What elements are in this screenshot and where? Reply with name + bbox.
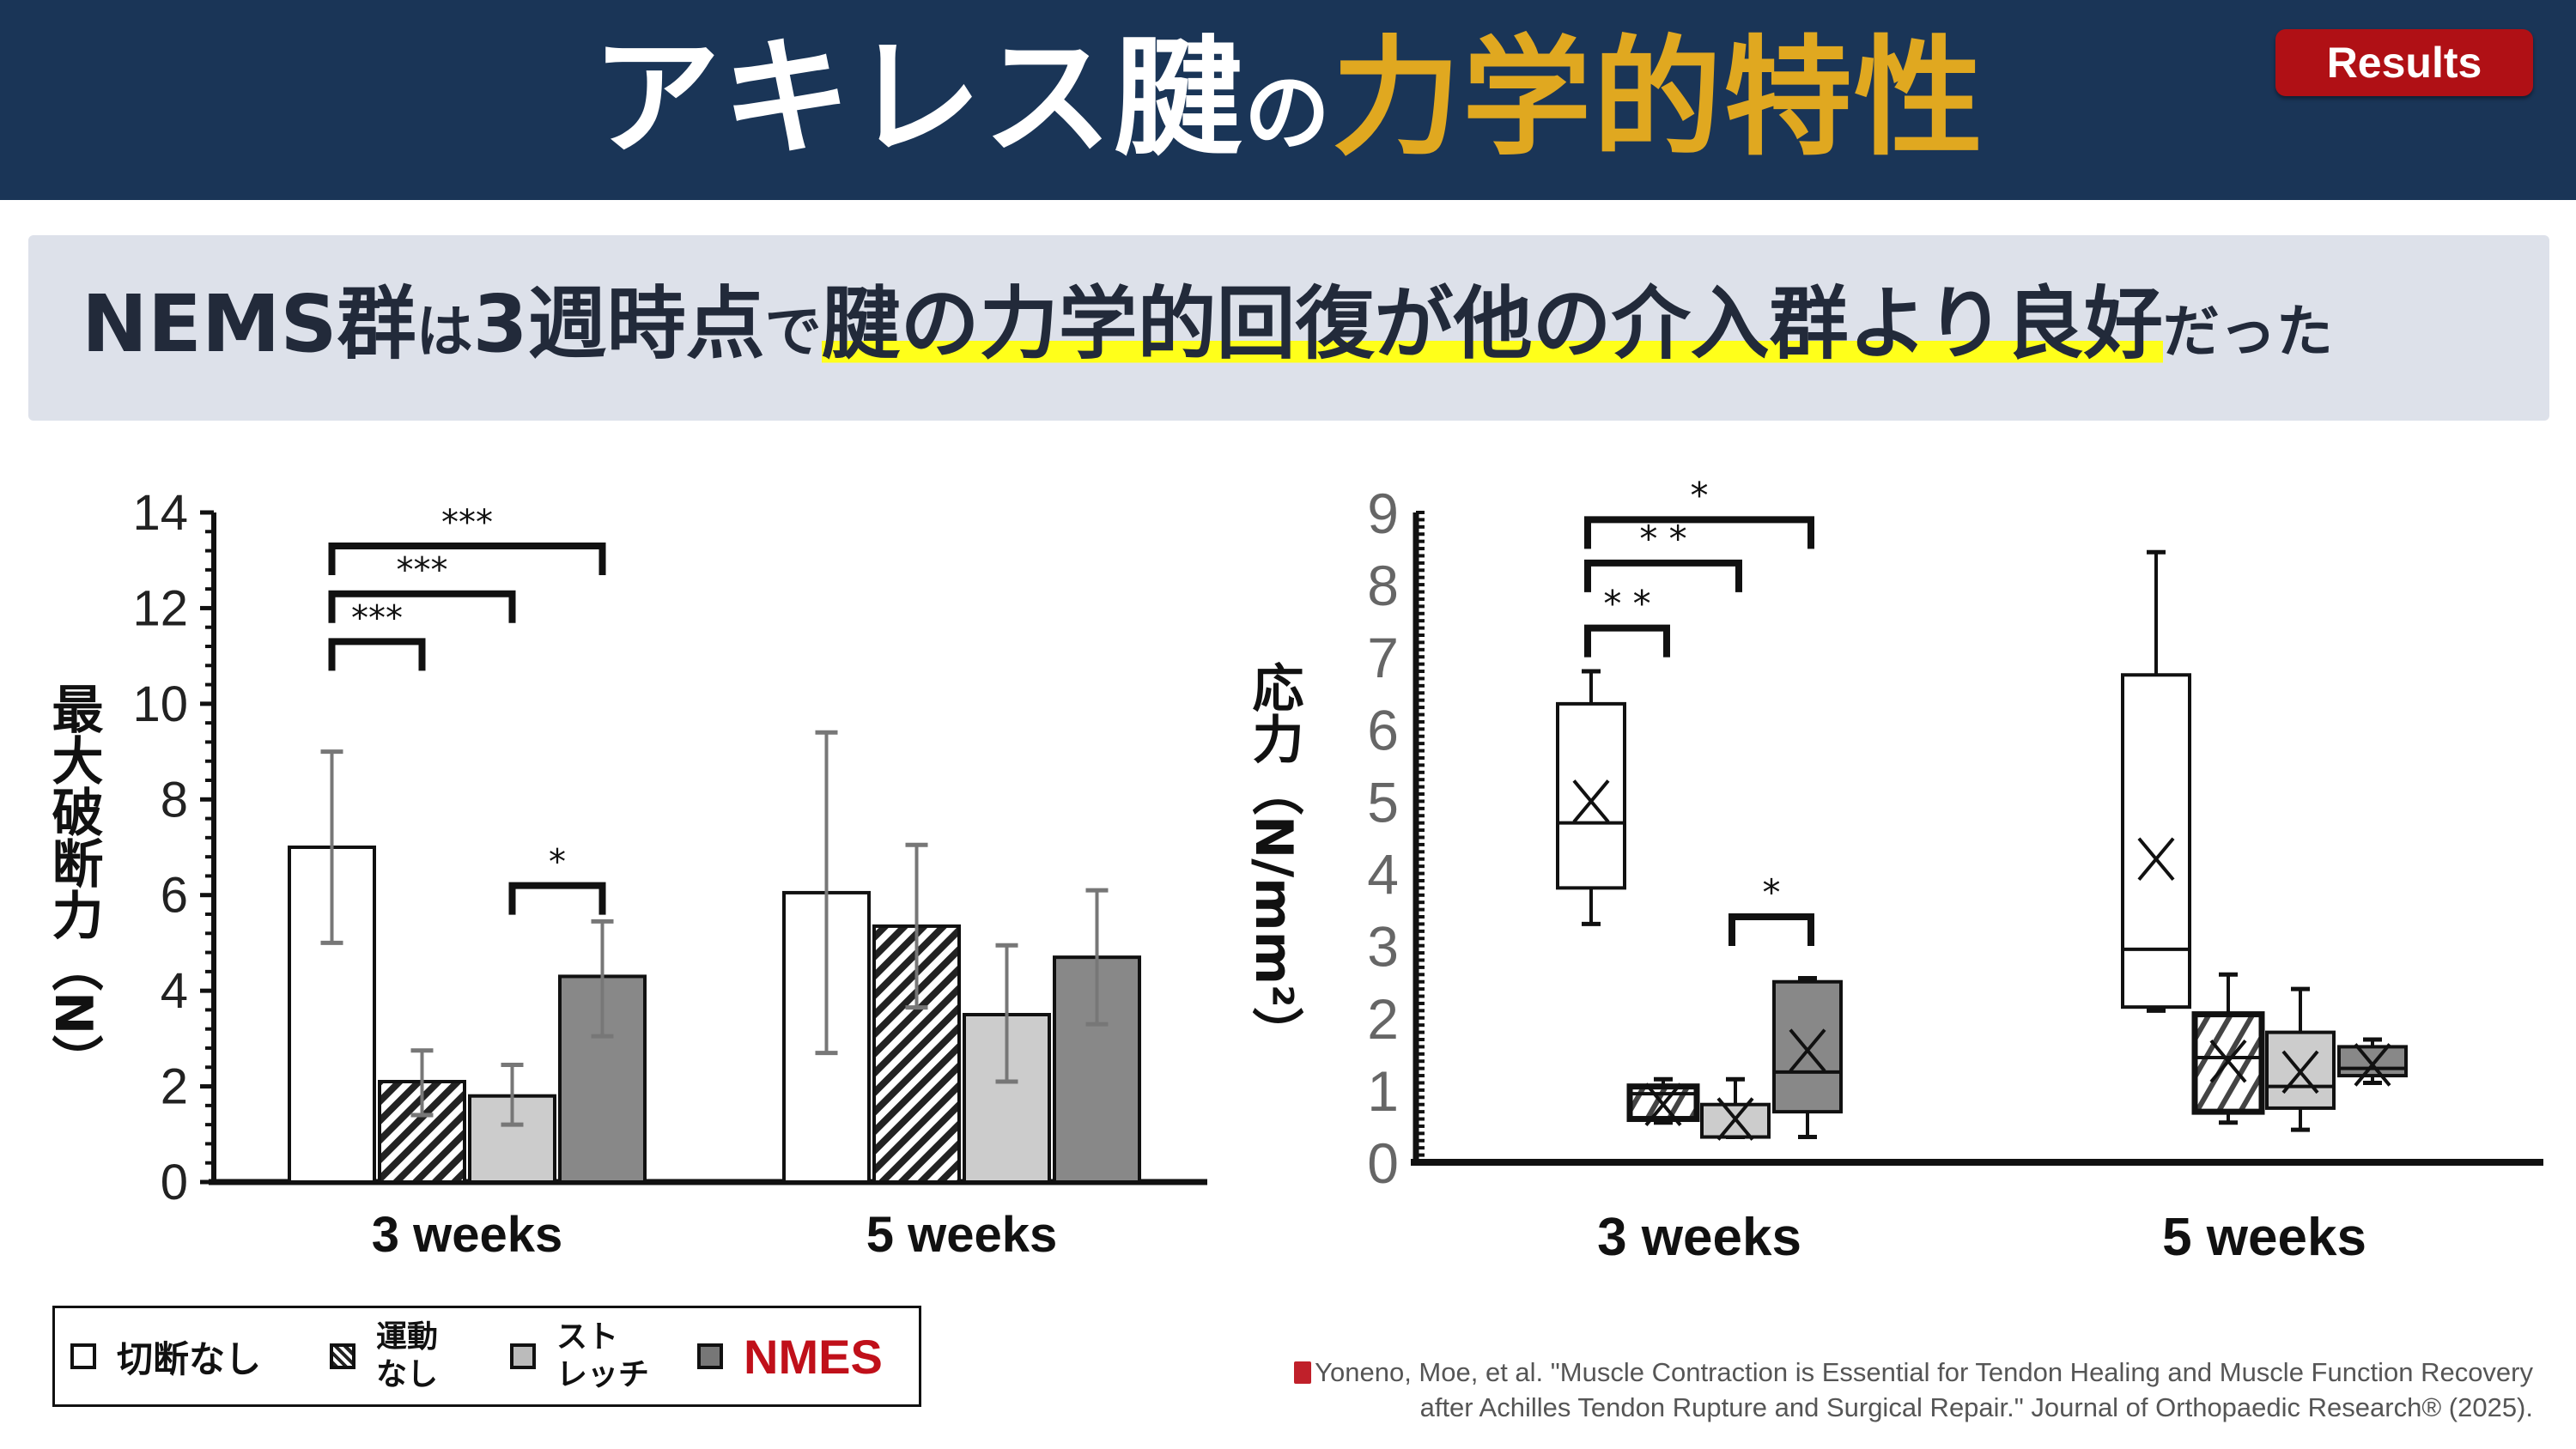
subtitle-text: 3週時点 [472,278,765,370]
title-highlight: 力学的特性 [1332,24,1985,173]
title-part: アキレス腱 [591,24,1244,173]
header-bar: アキレス腱の力学的特性 Results [0,0,2576,200]
significance-label: *** [351,598,403,638]
y-tick-label: 3 [1367,915,1399,979]
subtitle-text: で [764,299,822,365]
mean-marker [2281,1050,2319,1094]
y-tick-label: 0 [1367,1131,1399,1195]
mean-marker [2354,1043,2391,1087]
significance-bracket [328,638,426,671]
x-category-label: 5 weeks [866,1207,1058,1263]
subtitle-text: は [416,299,473,365]
x-category-label: 3 weeks [1597,1208,1801,1267]
legend-label-line: なし [376,1357,439,1392]
y-tick-label: 8 [161,772,188,828]
y-tick-label: 14 [132,485,188,541]
x-category-label: 3 weeks [372,1207,563,1263]
y-tick-label: 6 [1367,698,1399,761]
mean-marker [2137,837,2175,882]
subtitle-highlight: 腱の力学的回復が他の介入群より良好 [821,278,2163,370]
citation-line: Yoneno, Moe, et al. "Muscle Contraction … [1315,1357,2533,1387]
legend-item-stretch: スト レッチ [510,1308,649,1404]
box [1556,701,1626,890]
x-category-label: 5 weeks [2162,1208,2366,1267]
legend-label-line: レッチ [556,1357,650,1392]
significance-label: * * [1639,518,1686,560]
page-title: アキレス腱の力学的特性 [0,24,2576,188]
legend-label-line: 運動 [376,1319,439,1355]
legend-item-no-transection: 切断なし [70,1308,261,1404]
significance-label: * * [1603,583,1650,625]
y-tick-label: 2 [1367,987,1399,1051]
significance-bracket [508,882,606,915]
significance-bracket [1728,913,1814,947]
significance-label: * [1691,474,1709,516]
results-badge: Results [2275,29,2533,96]
y-tick-label: 0 [161,1155,188,1210]
significance-bracket [1584,624,1670,658]
right-y-axis-label: 応力（N/mm²） [1243,661,1303,1059]
bar [1053,955,1141,1184]
mean-marker [1644,1082,1682,1126]
legend-label: スト レッチ [556,1319,649,1394]
y-tick-label: 5 [1367,770,1399,834]
y-tick-label: 4 [161,963,188,1019]
significance-bracket [1584,559,1742,592]
legend-swatch [70,1343,96,1369]
y-tick-label: 7 [1367,626,1399,689]
legend-swatch [697,1343,723,1369]
box [2121,673,2191,1009]
legend-item-no-exercise: 運動 なし [330,1308,438,1404]
legend-swatch [330,1343,355,1369]
box [2265,1030,2336,1110]
mean-marker [2209,1039,2247,1083]
title-part: の [1244,63,1332,163]
legend-swatch [510,1343,536,1369]
citation: Yoneno, Moe, et al. "Muscle Contraction … [1294,1355,2533,1425]
y-tick-label: 10 [132,676,188,732]
citation-line: after Achilles Tendon Rupture and Surgic… [1419,1392,2533,1422]
significance-label: *** [441,503,493,543]
mean-marker [1789,1028,1826,1072]
y-tick-label: 8 [1367,554,1399,617]
significance-bracket [328,590,516,623]
mean-marker [1572,779,1610,823]
legend-label: 切断なし [117,1337,262,1380]
y-tick-label: 12 [132,580,188,636]
significance-label: * [1763,871,1781,913]
significance-label: *** [397,551,448,591]
legend-item-nmes: NMES [697,1308,883,1404]
subtitle: NEMS群は3週時点で腱の力学的回復が他の介入群より良好だった [82,273,2333,384]
y-tick-label: 1 [1367,1059,1399,1123]
legend: 切断なし 運動 なし スト レッチ NMES [52,1306,921,1407]
subtitle-text: だった [2162,299,2333,365]
box [2337,1045,2408,1078]
y-tick-label: 2 [161,1059,188,1115]
significance-bracket [328,543,606,575]
book-icon [1294,1361,1312,1384]
significance-label: * [549,843,566,882]
significance-bracket [1584,516,1814,549]
y-tick-label: 4 [1367,843,1399,906]
legend-label: NMES [744,1329,883,1384]
legend-label-line: スト [556,1319,619,1355]
legend-label: 運動 なし [376,1319,438,1394]
box [1772,979,1843,1114]
subtitle-text: NEMS群 [82,278,416,370]
mean-marker [1716,1097,1754,1141]
left-y-axis-label: 最大破断力（N） [43,682,103,1087]
y-tick-label: 6 [161,868,188,924]
y-tick-label: 9 [1367,482,1399,545]
